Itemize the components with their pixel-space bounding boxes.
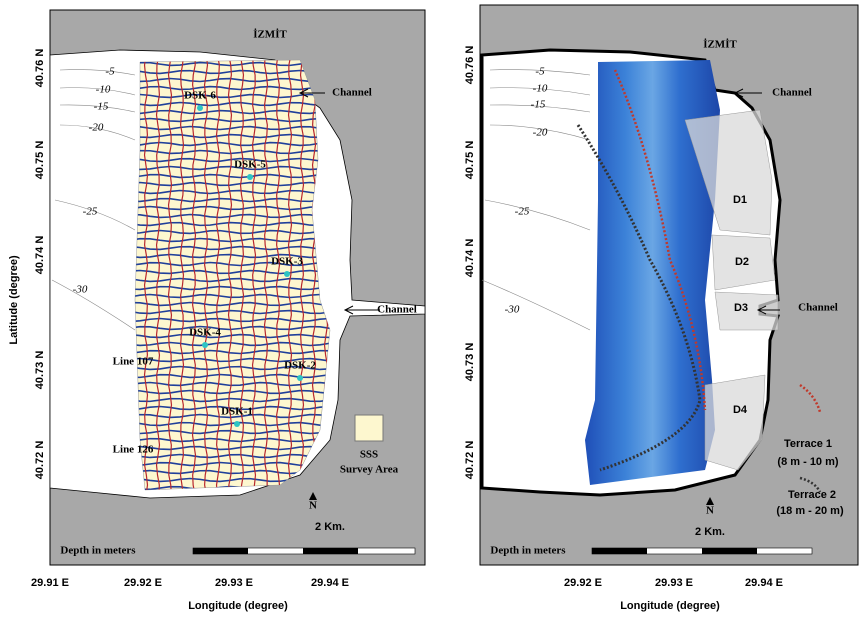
depth-label: -20 <box>89 122 104 134</box>
zone-label: D1 <box>733 194 747 206</box>
terrace-label: (18 m - 20 m) <box>776 505 844 517</box>
depth-label: -5 <box>105 66 115 78</box>
north-label: N <box>309 500 317 512</box>
x-tick-label: 29.91 E <box>31 577 69 589</box>
x-tick-label: 29.93 E <box>655 577 693 589</box>
x-tick-label: 29.94 E <box>745 577 783 589</box>
depth-label: -15 <box>531 99 546 111</box>
line-label: Line 107 <box>113 356 154 368</box>
station-marker <box>234 421 240 427</box>
left-map: İZMİT 40.76 N 40.75 N 40.74 N 40.73 N 40.72 N… <box>8 10 425 612</box>
north-label: N <box>706 505 714 517</box>
y-tick-label: 40.76 N <box>464 46 476 85</box>
terrace-label: (8 m - 10 m) <box>777 456 838 468</box>
depth-note: Depth in meters <box>60 545 136 557</box>
y-tick-label: 40.75 N <box>34 141 46 180</box>
depth-label: -10 <box>96 84 111 96</box>
station-label: DSK-5 <box>234 159 266 171</box>
scale-bar-segment <box>702 548 757 554</box>
station-marker <box>297 375 303 381</box>
depth-label: -5 <box>535 66 545 78</box>
depth-label: -25 <box>515 206 530 218</box>
legend-label: Survey Area <box>340 464 399 476</box>
scale-bar-segment <box>303 548 358 554</box>
map-title: İZMİT <box>703 39 737 51</box>
legend-label: SSS <box>360 449 378 461</box>
station-label: DSK-3 <box>271 256 303 268</box>
zone-label: D3 <box>734 302 748 314</box>
station-marker <box>247 174 253 180</box>
scale-bar-segment <box>193 548 248 554</box>
y-tick-label: 40.72 N <box>34 441 46 480</box>
legend-swatch <box>355 415 383 441</box>
y-axis-label: Latitude (degree) <box>8 255 20 345</box>
channel-label: Channel <box>772 87 812 99</box>
map-title: İZMİT <box>253 29 287 41</box>
x-tick-label: 29.92 E <box>124 577 162 589</box>
x-tick-label: 29.92 E <box>564 577 602 589</box>
station-marker <box>202 342 208 348</box>
x-axis-label: Longitude (degree) <box>620 600 720 612</box>
y-tick-label: 40.74 N <box>464 239 476 278</box>
y-tick-label: 40.73 N <box>464 343 476 382</box>
depth-note: Depth in meters <box>490 545 566 557</box>
channel-label: Channel <box>332 87 372 99</box>
terrace-label: Terrace 2 <box>788 489 836 501</box>
y-tick-label: 40.74 N <box>34 236 46 275</box>
channel-label: Channel <box>377 304 417 316</box>
depth-label: -10 <box>533 83 548 95</box>
terrace-label: Terrace 1 <box>784 438 832 450</box>
x-tick-label: 29.94 E <box>311 577 349 589</box>
depth-label: -25 <box>83 206 98 218</box>
scale-bar-segment <box>592 548 647 554</box>
y-tick-label: 40.73 N <box>34 351 46 390</box>
scale-label: 2 Km. <box>315 521 345 533</box>
line-label: Line 126 <box>113 444 154 456</box>
depth-label: -30 <box>73 284 88 296</box>
channel-label: Channel <box>798 302 838 314</box>
y-tick-label: 40.75 N <box>464 141 476 180</box>
depth-label: -30 <box>505 304 520 316</box>
zone-label: D4 <box>733 404 748 416</box>
y-tick-label: 40.76 N <box>34 49 46 88</box>
depth-label: -20 <box>533 127 548 139</box>
station-marker <box>197 105 203 111</box>
y-tick-label: 40.72 N <box>464 441 476 480</box>
x-axis-label: Longitude (degree) <box>188 600 288 612</box>
station-label: DSK-1 <box>221 406 253 418</box>
station-label: DSK-4 <box>189 327 221 339</box>
x-tick-label: 29.93 E <box>215 577 253 589</box>
station-label: DSK-2 <box>284 360 316 372</box>
station-label: DSK-6 <box>184 90 216 102</box>
depth-label: -15 <box>94 101 109 113</box>
station-marker <box>284 271 290 277</box>
figure: İZMİT 40.76 N 40.75 N 40.74 N 40.73 N 40.72 N… <box>0 0 860 619</box>
right-map: İZMİT 40.76 N 40.75 N 40.74 N 40.73 N 40.72 N… <box>464 5 858 612</box>
zone-label: D2 <box>735 256 749 268</box>
scale-label: 2 Km. <box>695 526 725 538</box>
